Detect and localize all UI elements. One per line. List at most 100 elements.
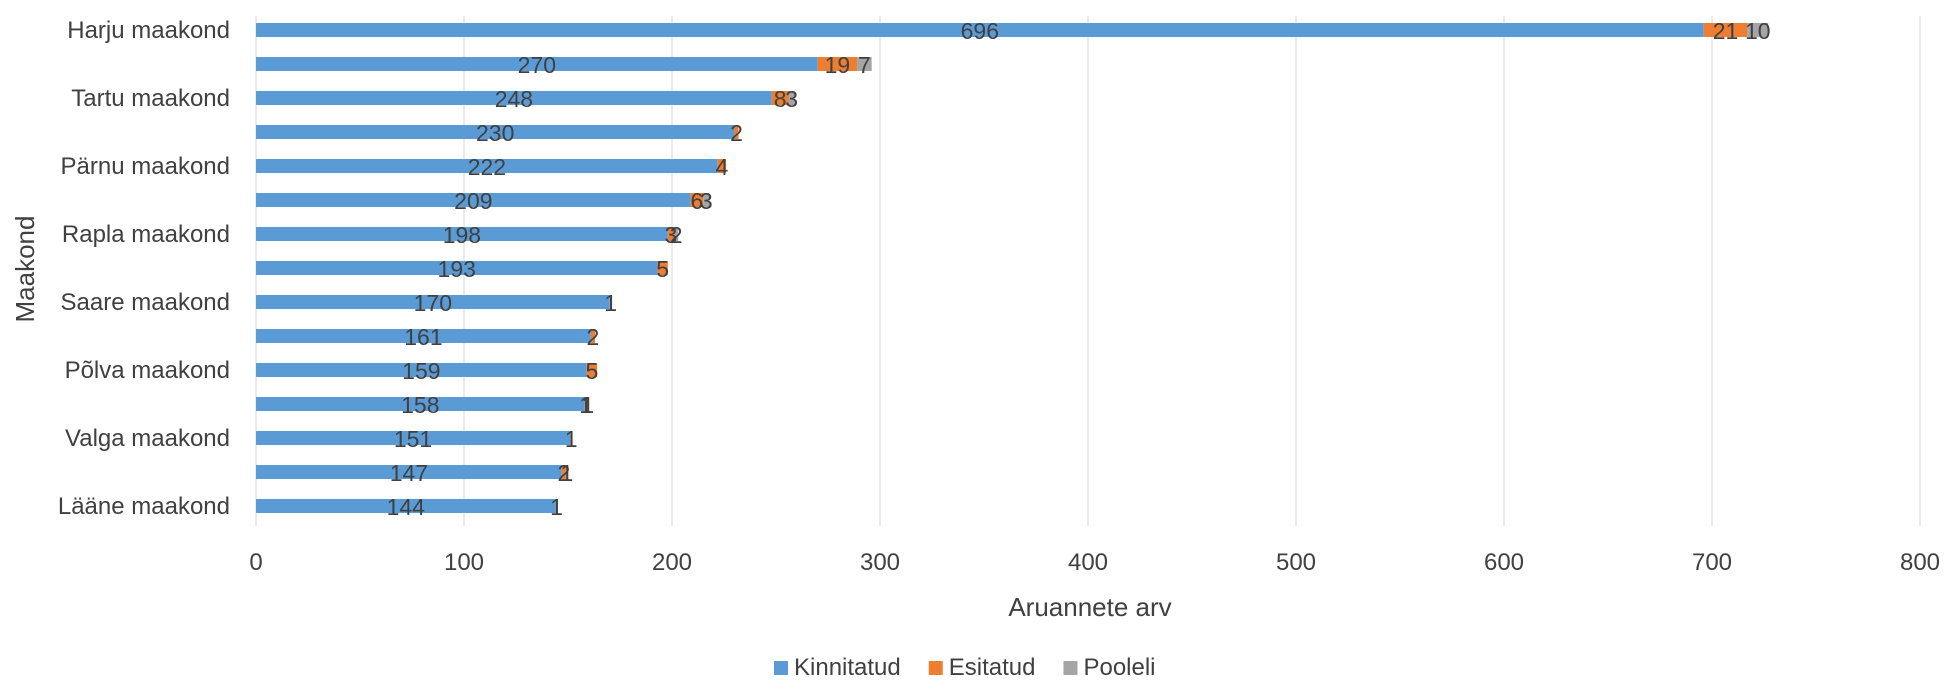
bar-pooleli <box>788 91 795 105</box>
bar-kinnitatud <box>256 363 587 377</box>
bar-esitatud <box>717 159 727 173</box>
category-label: Tartu maakond <box>71 85 230 112</box>
bar-kinnitatud <box>256 91 772 105</box>
bar-pooleli <box>609 295 612 309</box>
data-label: 170 <box>414 290 452 316</box>
data-label: 21 <box>1713 18 1739 44</box>
data-label: 270 <box>518 52 556 78</box>
data-label: 151 <box>394 426 432 452</box>
data-label: 222 <box>468 154 506 180</box>
x-tick-label: 300 <box>860 549 900 576</box>
data-label: 1 <box>579 392 592 418</box>
data-label: 248 <box>495 86 533 112</box>
x-tick-label: 700 <box>1692 549 1732 576</box>
x-tick-label: 100 <box>444 549 484 576</box>
bar-kinnitatud <box>256 499 556 513</box>
data-label: 2 <box>587 324 600 350</box>
category-label: Pärnu maakond <box>61 153 230 180</box>
bar-kinnitatud <box>256 125 735 139</box>
data-label: 1 <box>565 426 578 452</box>
data-label: 144 <box>387 494 426 520</box>
data-label: 198 <box>443 222 481 248</box>
data-label: 147 <box>390 460 428 486</box>
bar-pooleli <box>586 397 589 411</box>
legend-swatch <box>1063 661 1078 675</box>
x-tick-label: 800 <box>1900 549 1940 576</box>
bar-kinnitatud <box>256 397 585 411</box>
bar-pooleli <box>703 193 710 207</box>
bar-esitatud <box>734 125 739 139</box>
category-label: Valga maakond <box>65 425 230 452</box>
data-label: 193 <box>438 256 476 282</box>
x-tick-label: 600 <box>1484 549 1524 576</box>
y-axis-title: Maakond <box>10 216 40 323</box>
bar-pooleli <box>570 431 573 445</box>
category-axis: Harju maakond Tartu maakond Pärnu maakond R… <box>58 17 230 520</box>
data-label: 2 <box>557 460 570 486</box>
data-label: 3 <box>700 188 713 214</box>
bar-esitatud <box>771 91 789 105</box>
data-label: 10 <box>1745 18 1771 44</box>
bar-kinnitatud <box>256 159 718 173</box>
data-label: 5 <box>656 256 669 282</box>
data-label: 5 <box>586 358 599 384</box>
data-label: 7 <box>858 52 871 78</box>
data-label: 2 <box>730 120 743 146</box>
data-label: 1 <box>550 494 563 520</box>
legend: Kinnitatud Esitatud Pooleli <box>774 654 1156 681</box>
bar-kinnitatud <box>256 465 562 479</box>
data-label: 8 <box>774 86 787 112</box>
bar-esitatud <box>561 465 566 479</box>
data-label: 1 <box>581 392 594 418</box>
legend-label: Pooleli <box>1083 654 1155 681</box>
bar-esitatud <box>584 397 587 411</box>
bar-esitatud <box>657 261 668 275</box>
x-tick-label: 500 <box>1276 549 1316 576</box>
bar-kinnitatud <box>256 329 591 343</box>
bar-layer <box>256 23 1769 513</box>
category-label: Põlva maakond <box>65 357 230 384</box>
bar-esitatud <box>690 193 704 207</box>
bar-kinnitatud <box>256 227 668 241</box>
bar-kinnitatud <box>256 193 691 207</box>
data-label: 1 <box>604 290 617 316</box>
x-tick-label: 0 <box>249 549 262 576</box>
bar-kinnitatud <box>256 295 610 309</box>
data-label: 4 <box>716 154 729 180</box>
data-label: 230 <box>476 120 514 146</box>
category-label: Saare maakond <box>61 289 230 316</box>
data-label: 3 <box>785 86 798 112</box>
bar-pooleli <box>555 499 558 513</box>
data-label: 19 <box>825 52 851 78</box>
data-label: 2 <box>670 222 683 248</box>
bar-kinnitatud <box>256 57 818 71</box>
category-label: Harju maakond <box>67 17 230 44</box>
bar-esitatud <box>586 363 598 377</box>
category-label: Rapla maakond <box>62 221 230 248</box>
bar-esitatud <box>817 57 858 71</box>
legend-swatch <box>928 661 943 675</box>
value-axis: 0 100 200 300 400 500 600 700 800 <box>249 549 1940 576</box>
bar-esitatud <box>667 227 675 241</box>
legend-label: Kinnitatud <box>794 654 901 681</box>
bar-kinnitatud <box>256 431 571 445</box>
bar-esitatud <box>1703 23 1748 37</box>
data-label: 3 <box>665 222 678 248</box>
bar-pooleli <box>565 465 568 479</box>
category-label: Lääne maakond <box>58 493 230 520</box>
data-label: 161 <box>404 324 442 350</box>
bar-kinnitatud <box>256 23 1704 37</box>
data-label: 6 <box>691 188 704 214</box>
data-label: 159 <box>402 358 440 384</box>
data-label: 209 <box>454 188 492 214</box>
data-label: 1 <box>561 460 574 486</box>
bar-kinnitatud <box>256 261 658 275</box>
x-tick-label: 200 <box>652 549 692 576</box>
legend-label: Esitatud <box>949 654 1036 681</box>
data-label: 158 <box>401 392 439 418</box>
legend-swatch <box>774 661 788 675</box>
bar-pooleli <box>674 227 679 241</box>
